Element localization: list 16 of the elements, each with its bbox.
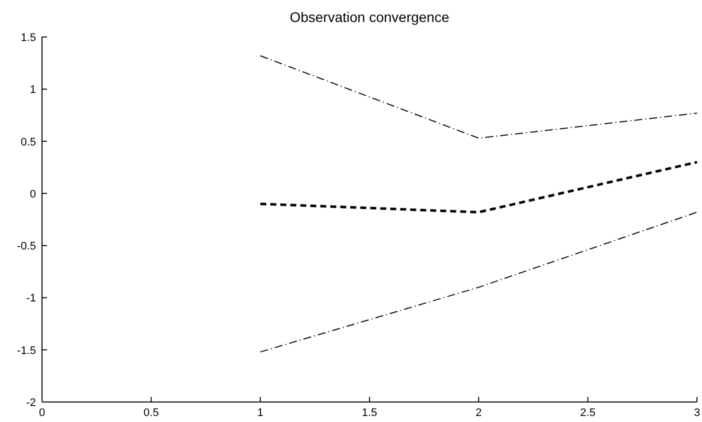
x-tick-label: 2.5 (580, 407, 596, 419)
x-tick-label: 3 (694, 407, 700, 419)
y-tick-label: -1.5 (17, 344, 36, 357)
y-tick-label: 1 (30, 84, 36, 96)
y-tick-label: 0 (30, 188, 36, 200)
y-tick-label: -1 (26, 292, 36, 305)
x-tick-label: 2 (476, 407, 482, 419)
y-tick-label: 0.5 (20, 136, 36, 148)
chart-title: Observation convergence (290, 9, 450, 25)
x-tick-label: 1.5 (362, 407, 378, 419)
y-tick-label: -0.5 (17, 240, 36, 253)
y-tick-label: -2 (26, 397, 36, 409)
y-tick-label: 1.5 (20, 32, 36, 44)
x-tick-label: 1 (257, 407, 264, 419)
x-tick-label: 0 (38, 407, 46, 419)
x-tick-label: 0.5 (144, 407, 159, 419)
